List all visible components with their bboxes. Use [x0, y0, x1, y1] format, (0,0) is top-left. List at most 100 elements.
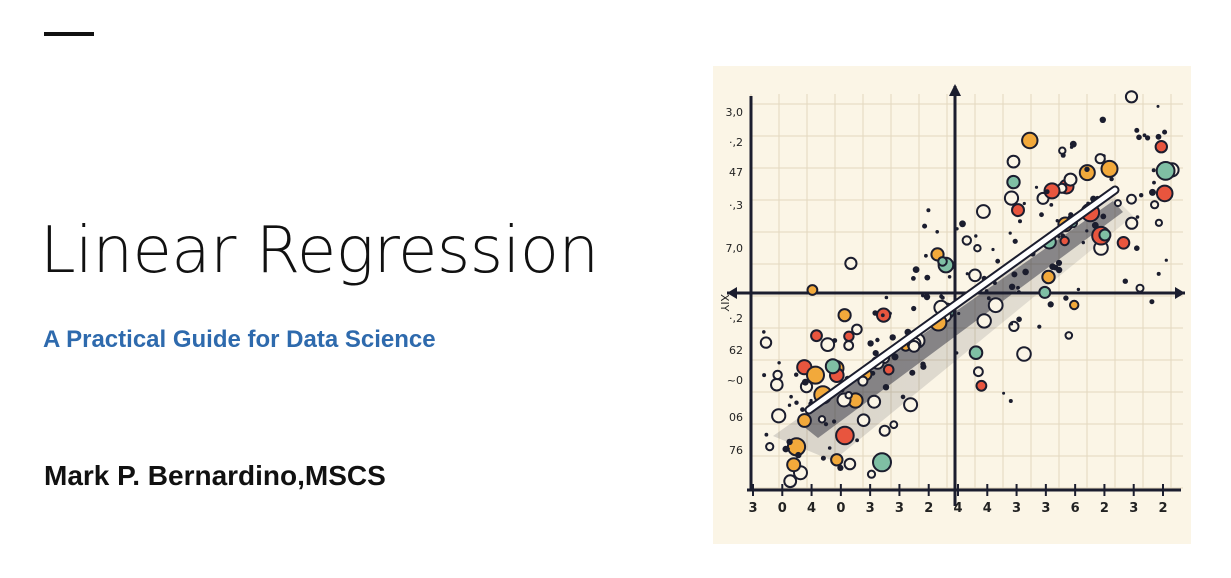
x-tick-label: 4 — [807, 501, 816, 516]
scatter-ring — [765, 442, 775, 452]
scatter-dot — [827, 446, 832, 450]
scatter-dot — [955, 351, 959, 355]
scatter-ring — [844, 256, 858, 270]
scatter-dot — [1060, 152, 1066, 158]
scatter-dot — [1109, 176, 1114, 182]
y-tick-label: 62 — [729, 344, 743, 357]
scatter-ring — [907, 340, 921, 353]
x-axis-arrow-left — [727, 287, 737, 299]
scatter-dot — [922, 223, 928, 229]
scatter-dot — [1155, 133, 1162, 140]
scatter-bubble — [1059, 235, 1070, 247]
scatter-dot — [947, 275, 952, 279]
scatter-ring — [843, 340, 855, 351]
scatter-ring — [1135, 283, 1145, 293]
scatter-dot — [955, 227, 959, 231]
x-tick-label: 6 — [1071, 501, 1080, 516]
scatter-ring — [1064, 331, 1074, 340]
scatter-ring — [783, 474, 798, 489]
scatter-bubble — [1155, 161, 1176, 181]
scatter-dot — [794, 372, 799, 377]
scatter-bubble — [1098, 228, 1112, 242]
scatter-dot — [1010, 322, 1014, 326]
scatter-dot — [926, 208, 931, 213]
scatter-dot — [900, 394, 906, 400]
scatter-dot — [1084, 166, 1090, 172]
scatter-ring — [759, 336, 773, 349]
scatter-ring — [771, 408, 787, 424]
scatter-dot — [924, 274, 931, 281]
scatter-ring — [867, 394, 882, 409]
scatter-dot — [909, 369, 916, 376]
scatter-dot — [959, 220, 966, 228]
scatter-dot — [1139, 193, 1144, 198]
scatter-dot — [986, 296, 991, 301]
scatter-dot — [794, 400, 799, 405]
scatter-bubble — [786, 457, 802, 473]
x-tick-label: 2 — [1100, 501, 1109, 516]
regression-shadow-band — [773, 196, 1133, 461]
scatter-bubble — [797, 413, 812, 428]
x-tick-label: 3 — [895, 501, 904, 516]
scatter-ring — [856, 413, 871, 428]
scatter-dot — [995, 258, 1001, 264]
scatter-bubble — [843, 330, 855, 342]
scatter-bubble — [1043, 182, 1061, 200]
scatter-bubble — [882, 363, 895, 376]
scatter-ring — [961, 235, 973, 246]
scatter-dot — [1136, 134, 1142, 141]
y-tick-label: 76 — [729, 444, 743, 457]
y-tick-labels: 3,0 ·,2 47 ·,3 7,0 ·,2 62 ~0 06 76 — [726, 106, 744, 457]
x-tick-label: 2 — [924, 501, 933, 516]
scatter-ring — [1154, 218, 1163, 227]
y-tick-label: 3,0 — [726, 106, 744, 119]
scatter-dot — [1044, 189, 1050, 195]
scatter-dot — [1100, 213, 1107, 220]
scatter-bubble — [872, 452, 892, 473]
scatter-bubble — [1021, 131, 1039, 150]
scatter-bubble — [806, 284, 819, 296]
slide-title: Linear Regression — [40, 214, 599, 288]
x-tick-labels: 3 0 4 0 3 3 2 4 4 3 3 6 2 3 2 — [748, 484, 1168, 516]
scatter-bubble — [1011, 203, 1025, 218]
x-tick-label: 2 — [1158, 501, 1167, 516]
scatter-ring — [1125, 216, 1139, 230]
regression-line — [804, 185, 1120, 415]
x-tick-label: 0 — [778, 501, 787, 516]
scatter-dot — [1002, 391, 1006, 395]
scatter-dot — [1022, 268, 1029, 276]
scatter-dot — [1134, 245, 1140, 251]
scatter-dot — [1047, 301, 1054, 308]
scatter-bubble — [1006, 174, 1021, 190]
scatter-dot — [1122, 278, 1128, 284]
scatter-dot — [935, 230, 939, 234]
scatter-ring — [973, 366, 984, 378]
scatter-dot — [891, 353, 899, 361]
scatter-bubble — [1100, 159, 1119, 178]
scatter-bubble — [810, 329, 823, 343]
scatter-ring — [817, 415, 827, 424]
scatter-dot — [1069, 140, 1077, 148]
scatter-dot — [1099, 116, 1106, 123]
scatter-bubble — [1069, 299, 1080, 311]
scatter-dot — [837, 464, 844, 471]
scatter-dot — [912, 266, 920, 273]
scatter-dot — [911, 305, 917, 312]
scatter-ring — [1058, 146, 1067, 155]
scatter-dot — [991, 247, 995, 252]
scatter-ring — [1113, 199, 1122, 208]
scatter-dot — [1156, 104, 1160, 108]
scatter-dot — [762, 373, 767, 378]
y-axis-arrow-up — [949, 84, 961, 96]
scatter-dot — [974, 234, 978, 238]
scatter-dot — [1162, 129, 1168, 135]
scatter-dot — [777, 361, 781, 365]
scatter-dot — [1081, 240, 1085, 245]
scatter-bubble — [1041, 269, 1056, 285]
scatter-dot — [1152, 180, 1156, 185]
scatter-dot — [939, 294, 944, 299]
scatter-dot — [1011, 271, 1018, 278]
accent-bar — [44, 32, 94, 36]
scatter-ring — [1063, 172, 1078, 187]
